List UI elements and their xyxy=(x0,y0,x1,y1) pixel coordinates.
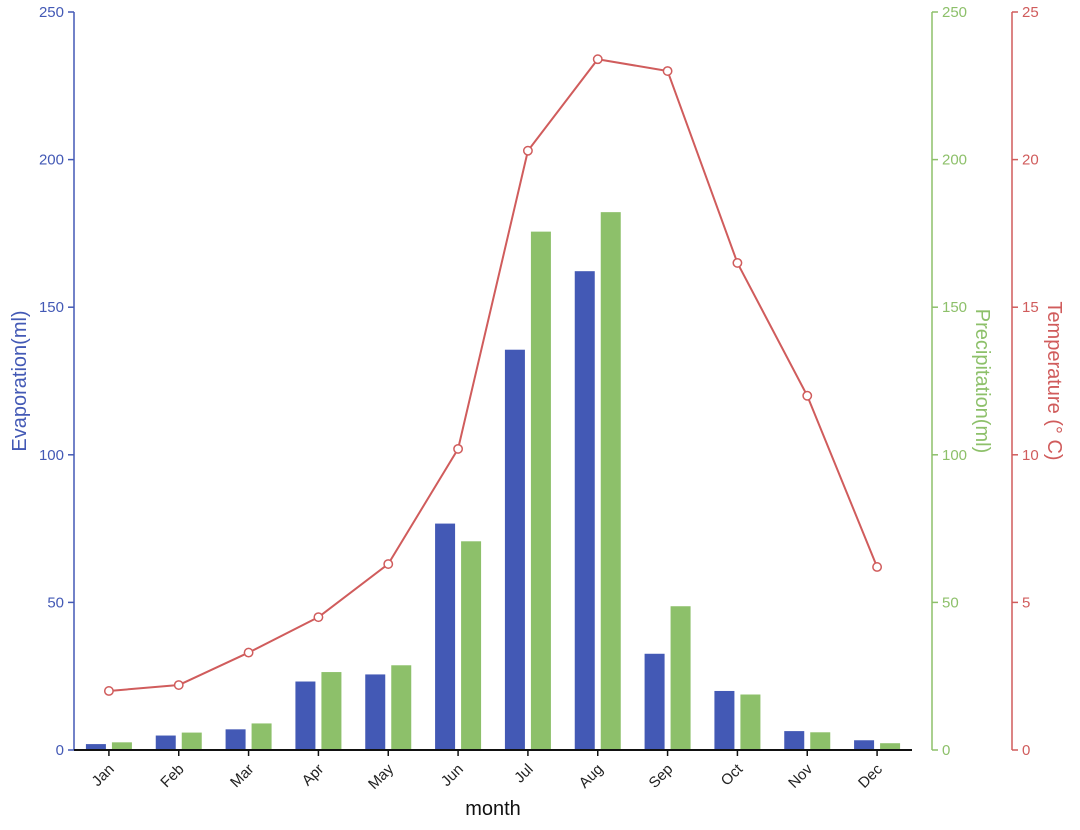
left-axis-tick-label: 50 xyxy=(47,594,64,611)
temperature-axis-title: Temperature (° C) xyxy=(1043,301,1065,460)
evaporation-bar-sep xyxy=(644,653,665,750)
precipitation-bar-jul xyxy=(530,231,551,751)
x-tick-label-jun: Jun xyxy=(438,761,467,790)
temperature-point-apr xyxy=(313,612,324,623)
precipitation-bar-jun xyxy=(461,541,482,750)
left-axis: 0 50 100 150 200 250 Evaporation(ml) xyxy=(9,4,75,759)
temperature-point-jan xyxy=(103,686,114,696)
temperature-series xyxy=(103,54,883,696)
x-tick-label-may: May xyxy=(365,760,397,792)
axes: 050100150200250Evaporation(ml)0501001502… xyxy=(9,4,1065,759)
x-tick-label-jul: Jul xyxy=(511,761,537,787)
evaporation-bars xyxy=(85,271,875,750)
left-axis-tick-label: 150 xyxy=(39,299,64,316)
temperature-axis-tick-label: 15 xyxy=(1022,299,1039,316)
precipitation-bar-nov xyxy=(810,732,831,750)
x-tick-label-aug: Aug xyxy=(576,761,607,792)
left-axis-tick-label: 250 xyxy=(39,4,64,21)
temperature-axis: 0 5 10 15 20 25 Temperature (° C) xyxy=(1011,4,1065,759)
temperature-line xyxy=(108,58,879,692)
precipitation-axis-title: Precipitation(ml) xyxy=(971,309,993,453)
temperature-point-nov xyxy=(802,390,813,401)
temperature-point-sep xyxy=(662,66,673,76)
left-axis-tick-label: 200 xyxy=(39,152,64,169)
left-axis-tick-label: 0 xyxy=(56,742,64,759)
precipitation-bar-sep xyxy=(670,606,691,750)
x-axis-labels: Jan Feb Mar Apr May Jun Jul Aug Sep Oct Nov Dec xyxy=(89,750,886,793)
evaporation-bar-jun xyxy=(435,523,456,750)
temperature-axis-tick-label: 10 xyxy=(1022,447,1039,464)
x-tick-label-apr: Apr xyxy=(299,761,328,790)
temperature-point-may xyxy=(383,559,394,569)
precipitation-axis: 0 50 100 150 200 250 Precipitation(ml) xyxy=(931,4,993,759)
evaporation-bar-mar xyxy=(225,729,246,750)
evaporation-bar-jul xyxy=(504,349,525,750)
temperature-axis-tick-label: 20 xyxy=(1022,152,1039,169)
evaporation-bar-feb xyxy=(155,735,176,750)
x-axis-title: month xyxy=(465,798,521,820)
left-axis-title: Evaporation(ml) xyxy=(9,310,31,451)
precipitation-axis-tick-label: 100 xyxy=(942,447,967,464)
precipitation-axis-tick-label: 0 xyxy=(942,742,950,759)
precipitation-axis-tick-label: 200 xyxy=(942,152,967,169)
x-tick-label-dec: Dec xyxy=(855,760,886,791)
temperature-point-feb xyxy=(173,680,184,691)
temperature-axis-tick-label: 5 xyxy=(1022,594,1030,611)
precipitation-bar-dec xyxy=(880,743,901,750)
evaporation-bar-oct xyxy=(714,690,735,750)
precipitation-axis-tick-label: 150 xyxy=(942,299,967,316)
precipitation-axis-tick-label: 250 xyxy=(942,4,967,21)
evaporation-bar-may xyxy=(365,674,386,750)
x-tick-label-mar: Mar xyxy=(227,761,257,791)
temperature-point-mar xyxy=(243,647,254,658)
left-axis-tick-label: 100 xyxy=(39,447,64,464)
x-tick-label-sep: Sep xyxy=(646,761,677,792)
temperature-axis-tick-label: 0 xyxy=(1022,742,1030,759)
temperature-point-oct xyxy=(732,257,743,268)
temperature-point-jun xyxy=(453,443,464,454)
precipitation-bar-may xyxy=(391,665,412,750)
precipitation-bar-aug xyxy=(600,212,621,750)
x-tick-label-feb: Feb xyxy=(157,761,187,791)
x-tick-label-jan: Jan xyxy=(89,761,118,790)
precipitation-bar-oct xyxy=(740,694,761,750)
precipitation-bar-apr xyxy=(321,672,342,750)
temperature-point-aug xyxy=(592,54,603,65)
evaporation-bar-apr xyxy=(295,681,316,750)
temperature-axis-tick-label: 25 xyxy=(1022,4,1039,21)
precipitation-bar-jan xyxy=(111,742,132,750)
x-tick-label-nov: Nov xyxy=(785,760,816,791)
precipitation-bar-feb xyxy=(181,732,202,750)
evaporation-bar-dec xyxy=(854,740,875,750)
precipitation-bars xyxy=(111,212,901,751)
evaporation-bar-nov xyxy=(784,731,805,750)
temperature-point-dec xyxy=(872,562,883,572)
precipitation-bar-mar xyxy=(251,723,272,750)
evaporation-bar-aug xyxy=(574,271,595,750)
precipitation-axis-tick-label: 50 xyxy=(942,594,959,611)
evaporation-bar-jan xyxy=(85,744,106,750)
x-tick-label-oct: Oct xyxy=(718,760,747,789)
temperature-point-jul xyxy=(522,145,533,156)
